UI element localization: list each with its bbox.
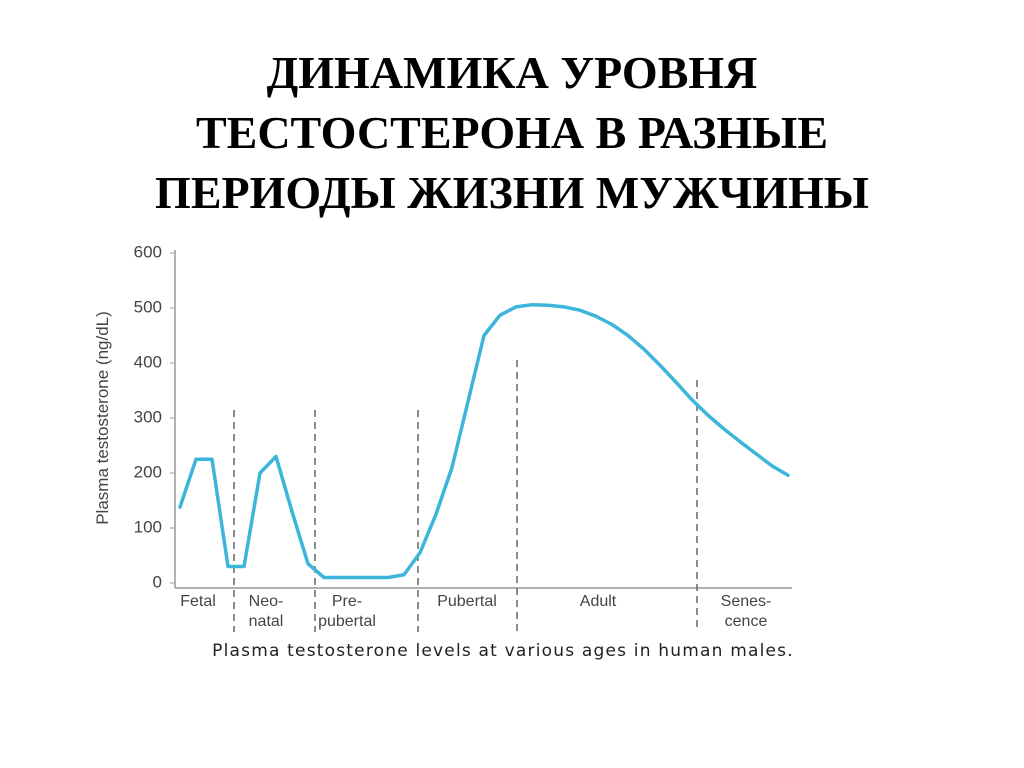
title-line: ДИНАМИКА УРОВНЯ xyxy=(267,47,758,98)
y-tick-label: 100 xyxy=(134,517,162,536)
y-tick-label: 600 xyxy=(134,242,162,261)
y-tick-label: 300 xyxy=(134,407,162,426)
title-line: ТЕСТОСТЕРОНА В РАЗНЫЕ xyxy=(196,107,828,158)
caption: Plasma testosterone levels at various ag… xyxy=(212,641,794,661)
y-tick-label: 400 xyxy=(134,352,162,371)
stage-label: Fetal xyxy=(180,593,216,610)
data-line xyxy=(178,302,790,580)
stage-label: Senes- xyxy=(721,593,772,610)
stage-label: natal xyxy=(249,613,284,630)
stage-label: pubertal xyxy=(318,613,376,630)
y-tick-label: 200 xyxy=(134,462,162,481)
stage-label: Pubertal xyxy=(437,593,497,610)
stage-label: Neo- xyxy=(249,593,284,610)
title-line: ПЕРИОДЫ ЖИЗНИ МУЖЧИНЫ xyxy=(155,167,869,218)
stage-label: cence xyxy=(725,613,768,630)
y-tick-label: 500 xyxy=(134,297,162,316)
y-tick-label: 0 xyxy=(153,572,162,591)
stage-label: Adult xyxy=(580,593,617,610)
y-axis-label: Plasma testosterone (ng/dL) xyxy=(93,311,112,525)
stage-label: Pre- xyxy=(332,593,362,610)
